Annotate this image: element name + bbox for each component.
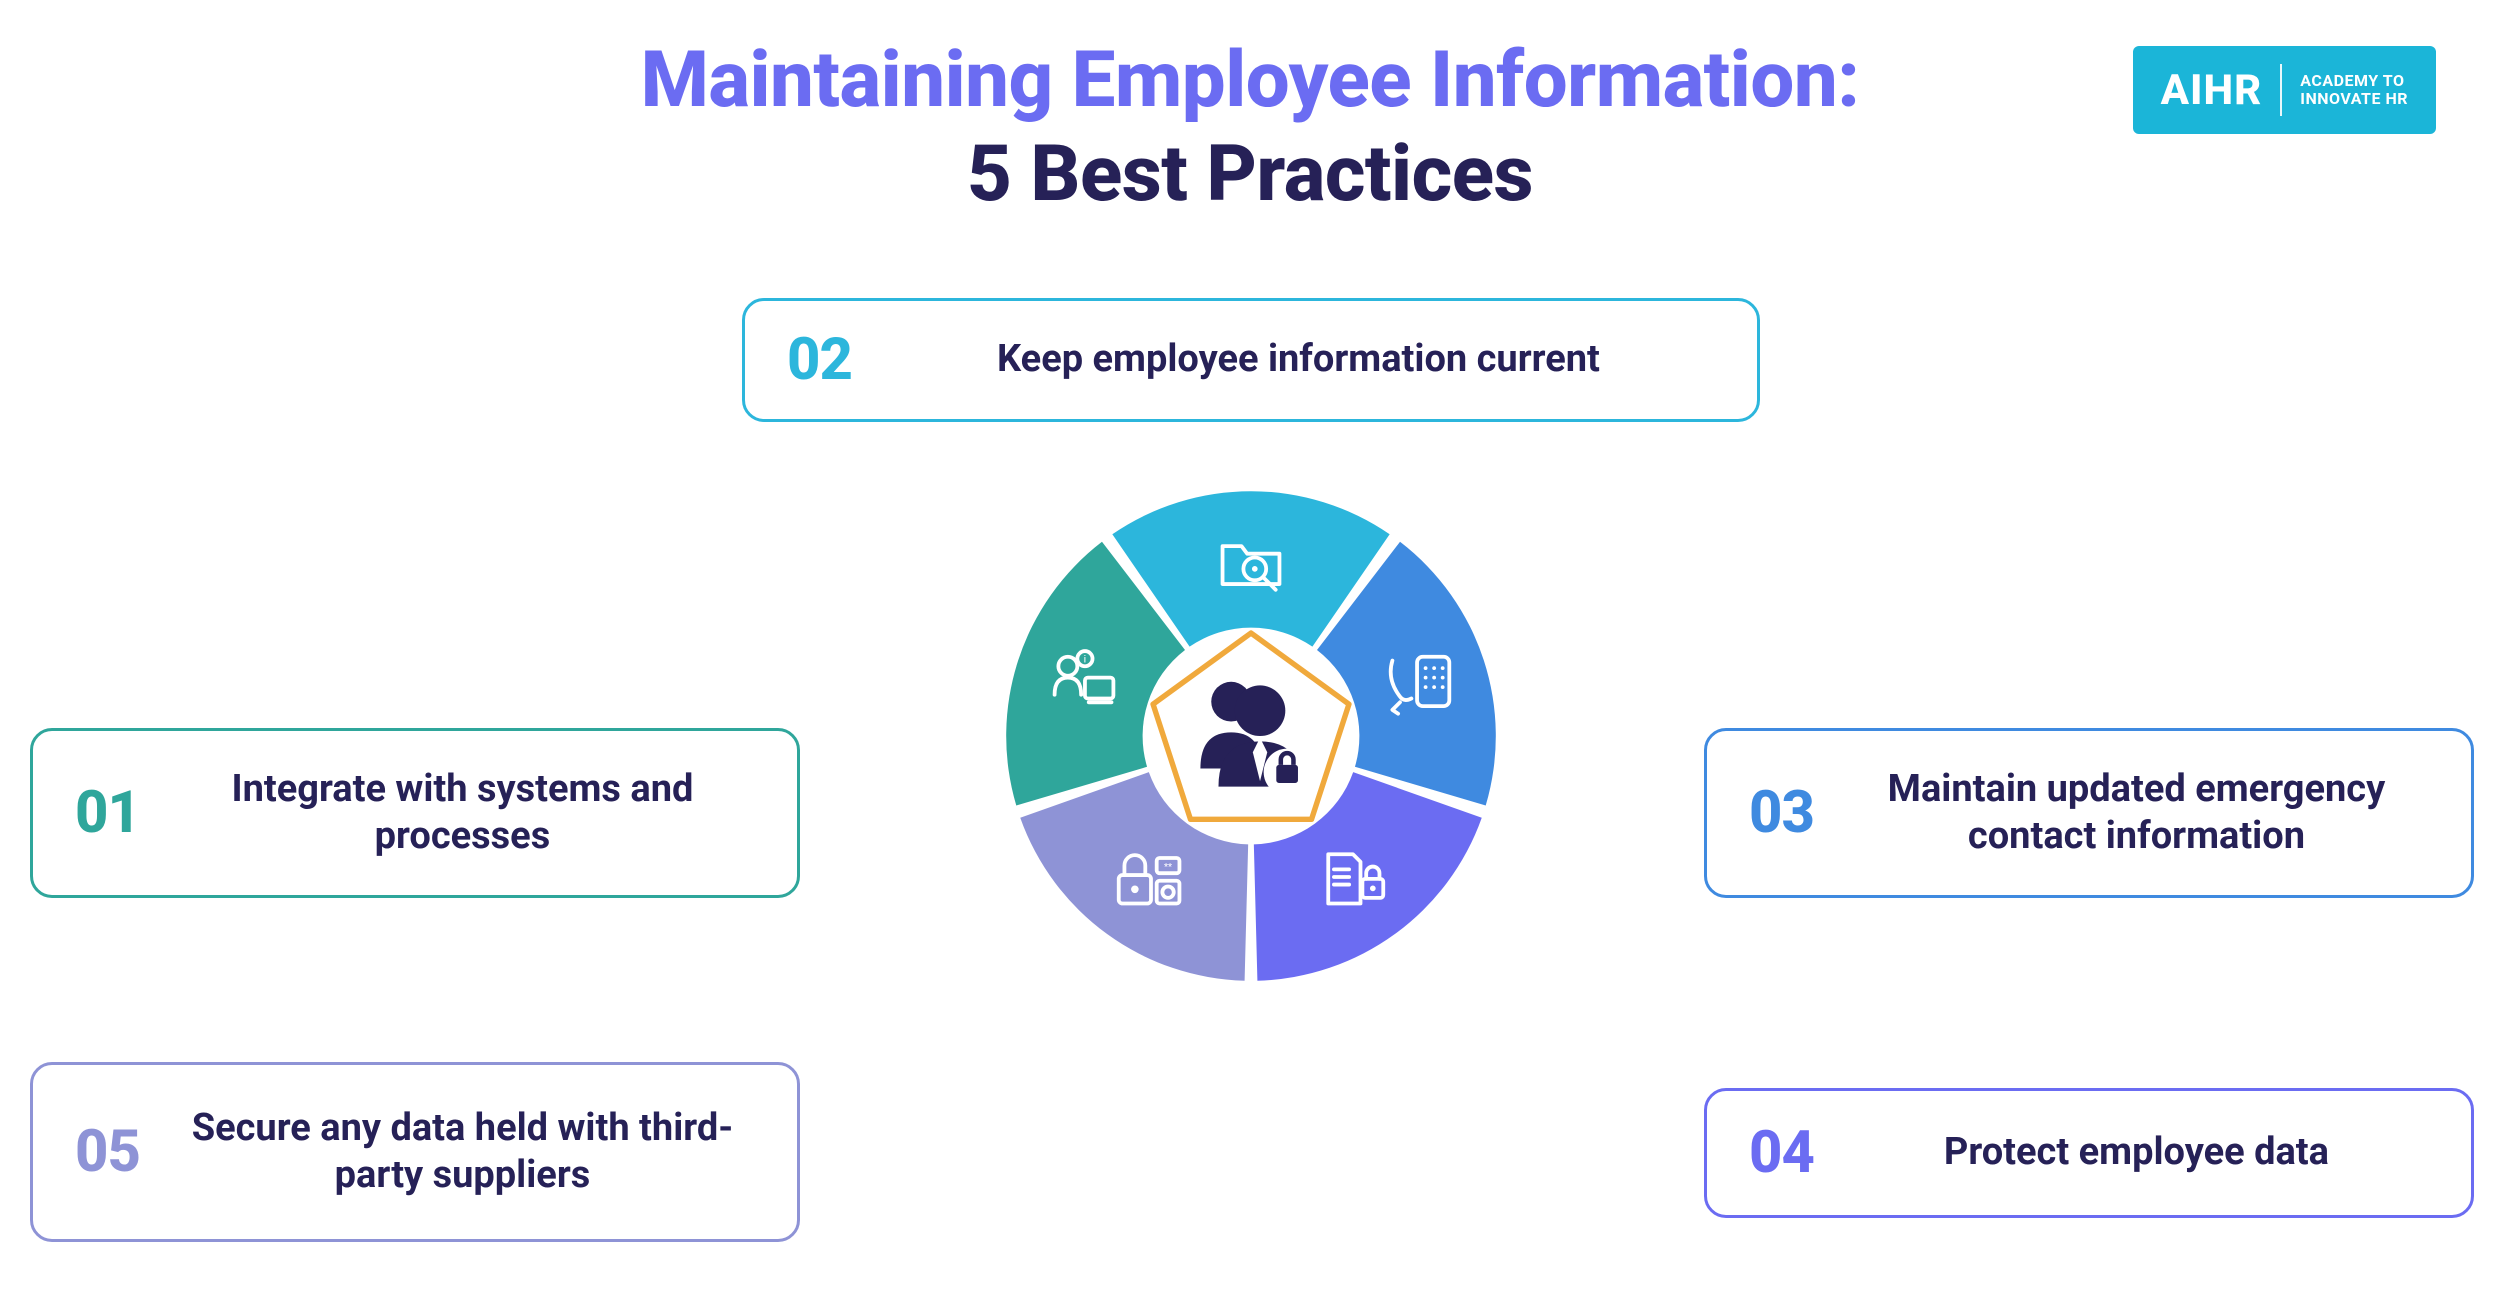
practice-label: Maintain updated emergency contact infor… xyxy=(1844,766,2429,861)
logo-sub-line2: INNOVATE HR xyxy=(2300,89,2408,108)
practice-number: 01 xyxy=(75,779,140,847)
practice-box-02: 02 Keep employee information current xyxy=(742,298,1760,422)
logo-divider xyxy=(2280,64,2282,116)
logo-text: AIHR xyxy=(2161,66,2263,115)
practice-number: 02 xyxy=(787,326,852,394)
practice-label: Integrate with systems and processes xyxy=(170,766,755,861)
logo-sub-line1: ACADEMY TO xyxy=(2300,71,2404,90)
practice-label: Protect employee data xyxy=(1844,1129,2429,1177)
practices-wheel: ** i xyxy=(980,465,1522,1007)
practice-box-04: 04 Protect employee data xyxy=(1704,1088,2474,1218)
wheel-svg: ** i xyxy=(980,465,1522,1007)
practice-number: 04 xyxy=(1749,1119,1814,1187)
page-title: Maintaining Employee Information: 5 Best… xyxy=(0,40,2500,220)
title-line-2: 5 Best Practices xyxy=(0,130,2500,220)
practice-box-01: 01 Integrate with systems and processes xyxy=(30,728,800,898)
practice-box-03: 03 Maintain updated emergency contact in… xyxy=(1704,728,2474,898)
practice-number: 05 xyxy=(75,1118,140,1186)
svg-text:**: ** xyxy=(1164,861,1172,872)
aihr-logo: AIHR ACADEMY TO INNOVATE HR xyxy=(2133,46,2436,134)
practice-box-05: 05 Secure any data held with third-party… xyxy=(30,1062,800,1242)
practice-label: Secure any data held with third-party su… xyxy=(170,1105,755,1200)
practice-number: 03 xyxy=(1749,779,1814,847)
title-line-1: Maintaining Employee Information: xyxy=(0,40,2500,122)
svg-text:i: i xyxy=(1084,652,1087,665)
logo-subtext: ACADEMY TO INNOVATE HR xyxy=(2300,72,2408,109)
practice-label: Keep employee information current xyxy=(882,336,1715,384)
wheel-center xyxy=(1153,633,1349,819)
